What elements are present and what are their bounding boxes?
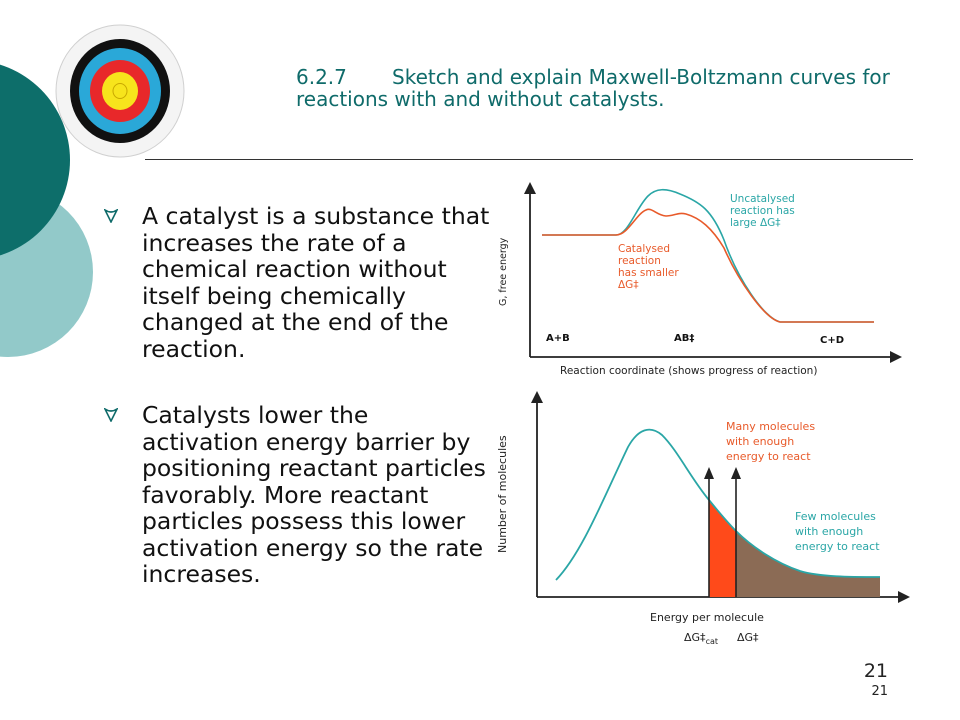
- uncatalysed-label-3: large ΔG‡: [730, 217, 781, 229]
- few-molecules-area: [736, 531, 880, 597]
- label-transition-state: AB‡: [674, 333, 694, 344]
- catalysed-curve: [542, 208, 874, 323]
- many-molecules-label-2: with enough: [726, 435, 794, 448]
- title-number: 6.2.7: [296, 65, 347, 89]
- catalysed-activation-arrowhead: [704, 467, 714, 479]
- uncatalysed-curve: [542, 188, 874, 323]
- title-divider: [145, 159, 913, 160]
- ea-catalysed-main: ΔG‡: [684, 631, 706, 644]
- maxwell-boltzmann-diagram: Number of molecules Energy per molecule …: [496, 391, 910, 646]
- dark-teal-circle: [0, 64, 70, 256]
- mb-y-axis-arrowhead: [531, 391, 543, 403]
- page-number: 21: [863, 660, 888, 682]
- few-molecules-label-3: energy to react: [795, 540, 880, 553]
- mb-x-label: Energy per molecule: [650, 611, 764, 624]
- ea-catalysed-label: ΔG‡cat: [684, 631, 718, 646]
- few-molecules-label-2: with enough: [795, 525, 863, 538]
- bullet-text: Catalysts lower the activation energy ba…: [142, 401, 486, 588]
- slide-title: 6.2.7 Sketch and explain Maxwell-Boltzman…: [296, 66, 916, 110]
- mb-y-label: Number of molecules: [496, 435, 509, 553]
- page-number-small: 21: [871, 684, 888, 699]
- label-products: C+D: [820, 335, 844, 346]
- mb-x-axis-arrowhead: [898, 591, 910, 603]
- label-reactants: A+B: [546, 333, 570, 344]
- catalysed-label-2: reaction: [618, 255, 661, 267]
- few-molecules-label-1: Few molecules: [795, 510, 876, 523]
- bullet-icon: [104, 408, 118, 422]
- many-molecules-label-3: energy to react: [726, 450, 811, 463]
- x-axis-arrowhead: [890, 351, 902, 363]
- decorative-circles: [0, 64, 93, 357]
- energy-x-label: Reaction coordinate (shows progress of r…: [560, 365, 817, 377]
- uncatalysed-label-1: Uncatalysed: [730, 193, 795, 205]
- catalysed-label-4: ΔG‡: [618, 279, 639, 291]
- uncatalysed-label-2: reaction has: [730, 205, 795, 217]
- uncatalysed-activation-arrowhead: [731, 467, 741, 479]
- title-text: Sketch and explain Maxwell-Boltzmann cur…: [296, 65, 890, 111]
- distribution-curve: [555, 428, 881, 581]
- energy-profile-diagram: G, free energy Reaction coordinate (show…: [498, 182, 902, 377]
- ea-uncatalysed-label: ΔG‡: [737, 631, 759, 644]
- energy-y-label: G, free energy: [498, 237, 509, 306]
- y-axis-arrowhead: [524, 182, 536, 194]
- bullet-text: A catalyst is a substance that increases…: [142, 202, 490, 363]
- many-molecules-label-1: Many molecules: [726, 420, 815, 433]
- archery-target-logo: [55, 24, 185, 158]
- catalysed-label-1: Catalysed: [618, 243, 670, 255]
- bullet-icon: [104, 209, 118, 223]
- catalysed-label-3: has smaller: [618, 267, 679, 279]
- ea-catalysed-subscript: cat: [706, 637, 718, 646]
